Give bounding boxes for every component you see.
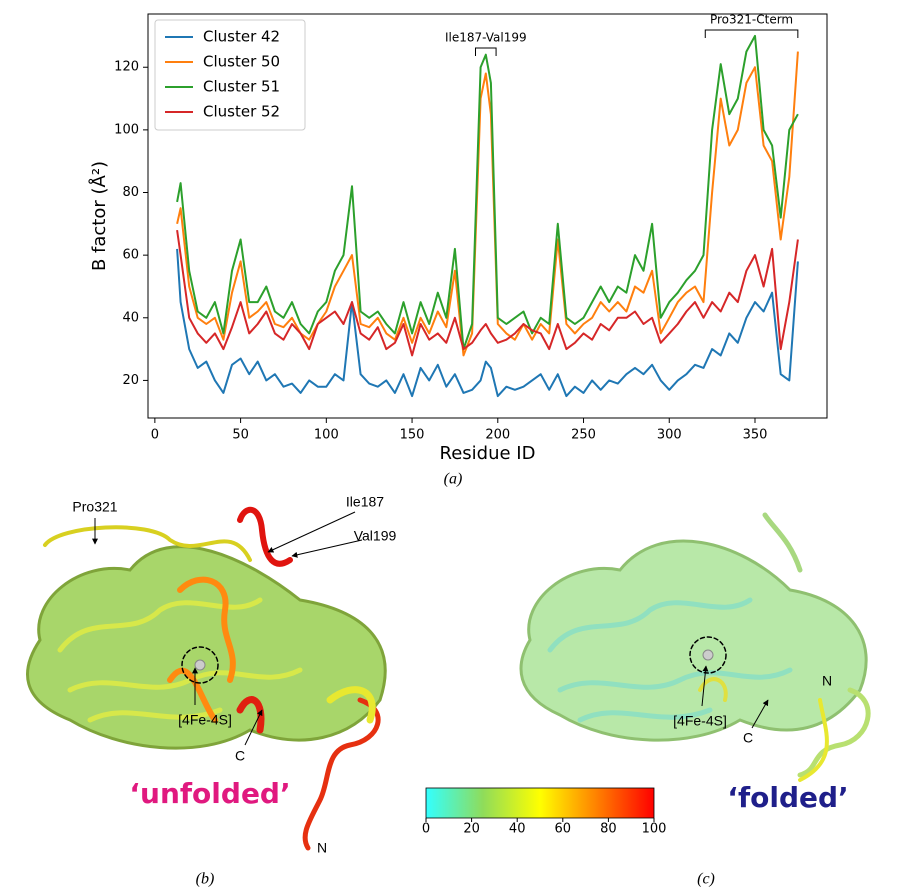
panel-label: (c) (697, 871, 715, 888)
structure-unfolded (26, 506, 387, 851)
y-tick-label: 20 (122, 373, 139, 388)
terminus-label: C (235, 748, 245, 764)
residue-label: Val199 (354, 528, 397, 544)
terminus-label: N (317, 840, 327, 856)
arrow (291, 539, 363, 558)
series-line (176, 51, 799, 357)
colorbar-tick-label: 100 (642, 822, 667, 837)
x-tick-label: 300 (657, 428, 682, 443)
state-label: ‘folded’ (727, 781, 848, 814)
series-line (176, 229, 799, 357)
legend-label: Cluster 42 (203, 28, 280, 46)
plot-frame (147, 13, 828, 419)
x-tick-label: 100 (314, 428, 339, 443)
structure-folded (519, 512, 871, 782)
state-label: ‘unfolded’ (129, 777, 290, 810)
x-tick-label: 350 (743, 428, 768, 443)
panel-label: (b) (196, 871, 215, 888)
legend-label: Cluster 52 (203, 103, 280, 121)
annotation: Pro321-Cterm (710, 13, 793, 27)
legend-box (154, 19, 306, 131)
arrow (751, 699, 769, 729)
annotation: Ile187-Val199 (445, 31, 527, 45)
residue-label: Ile187 (346, 494, 384, 510)
arrow (701, 665, 709, 707)
arrow (267, 511, 356, 553)
y-axis-label: B factor (Å²) (88, 161, 110, 271)
x-tick-label: 50 (232, 428, 249, 443)
x-axis-label: Residue ID (440, 443, 536, 464)
bracket (704, 29, 799, 38)
y-tick-label: 60 (122, 248, 139, 263)
terminus-label: C (743, 730, 753, 746)
y-tick-label: 100 (114, 122, 139, 137)
bracket (474, 47, 497, 56)
residue-label: Pro321 (72, 499, 117, 515)
legend-label: Cluster 51 (203, 78, 280, 96)
colorbar-tick-label: 0 (422, 822, 430, 837)
colorbar-tick-label: 20 (463, 822, 480, 837)
terminus-label: N (822, 673, 832, 689)
colorbar (425, 787, 655, 819)
colorbar-tick-label: 40 (509, 822, 526, 837)
y-tick-label: 40 (122, 310, 139, 325)
colorbar-tick-label: 80 (600, 822, 617, 837)
series-line (176, 34, 799, 351)
colorbar-tick-label: 60 (555, 822, 572, 837)
legend-label: Cluster 50 (203, 53, 280, 71)
y-tick-label: 120 (114, 60, 139, 75)
series-line (176, 248, 799, 398)
cluster-label: [4Fe-4S] (178, 712, 232, 728)
cluster-label: [4Fe-4S] (673, 713, 727, 729)
x-tick-label: 150 (400, 428, 425, 443)
x-tick-label: 0 (151, 428, 159, 443)
x-tick-label: 250 (571, 428, 596, 443)
x-tick-label: 200 (485, 428, 510, 443)
arrow (244, 709, 263, 746)
y-tick-label: 80 (122, 185, 139, 200)
panel-label: (a) (444, 471, 463, 488)
